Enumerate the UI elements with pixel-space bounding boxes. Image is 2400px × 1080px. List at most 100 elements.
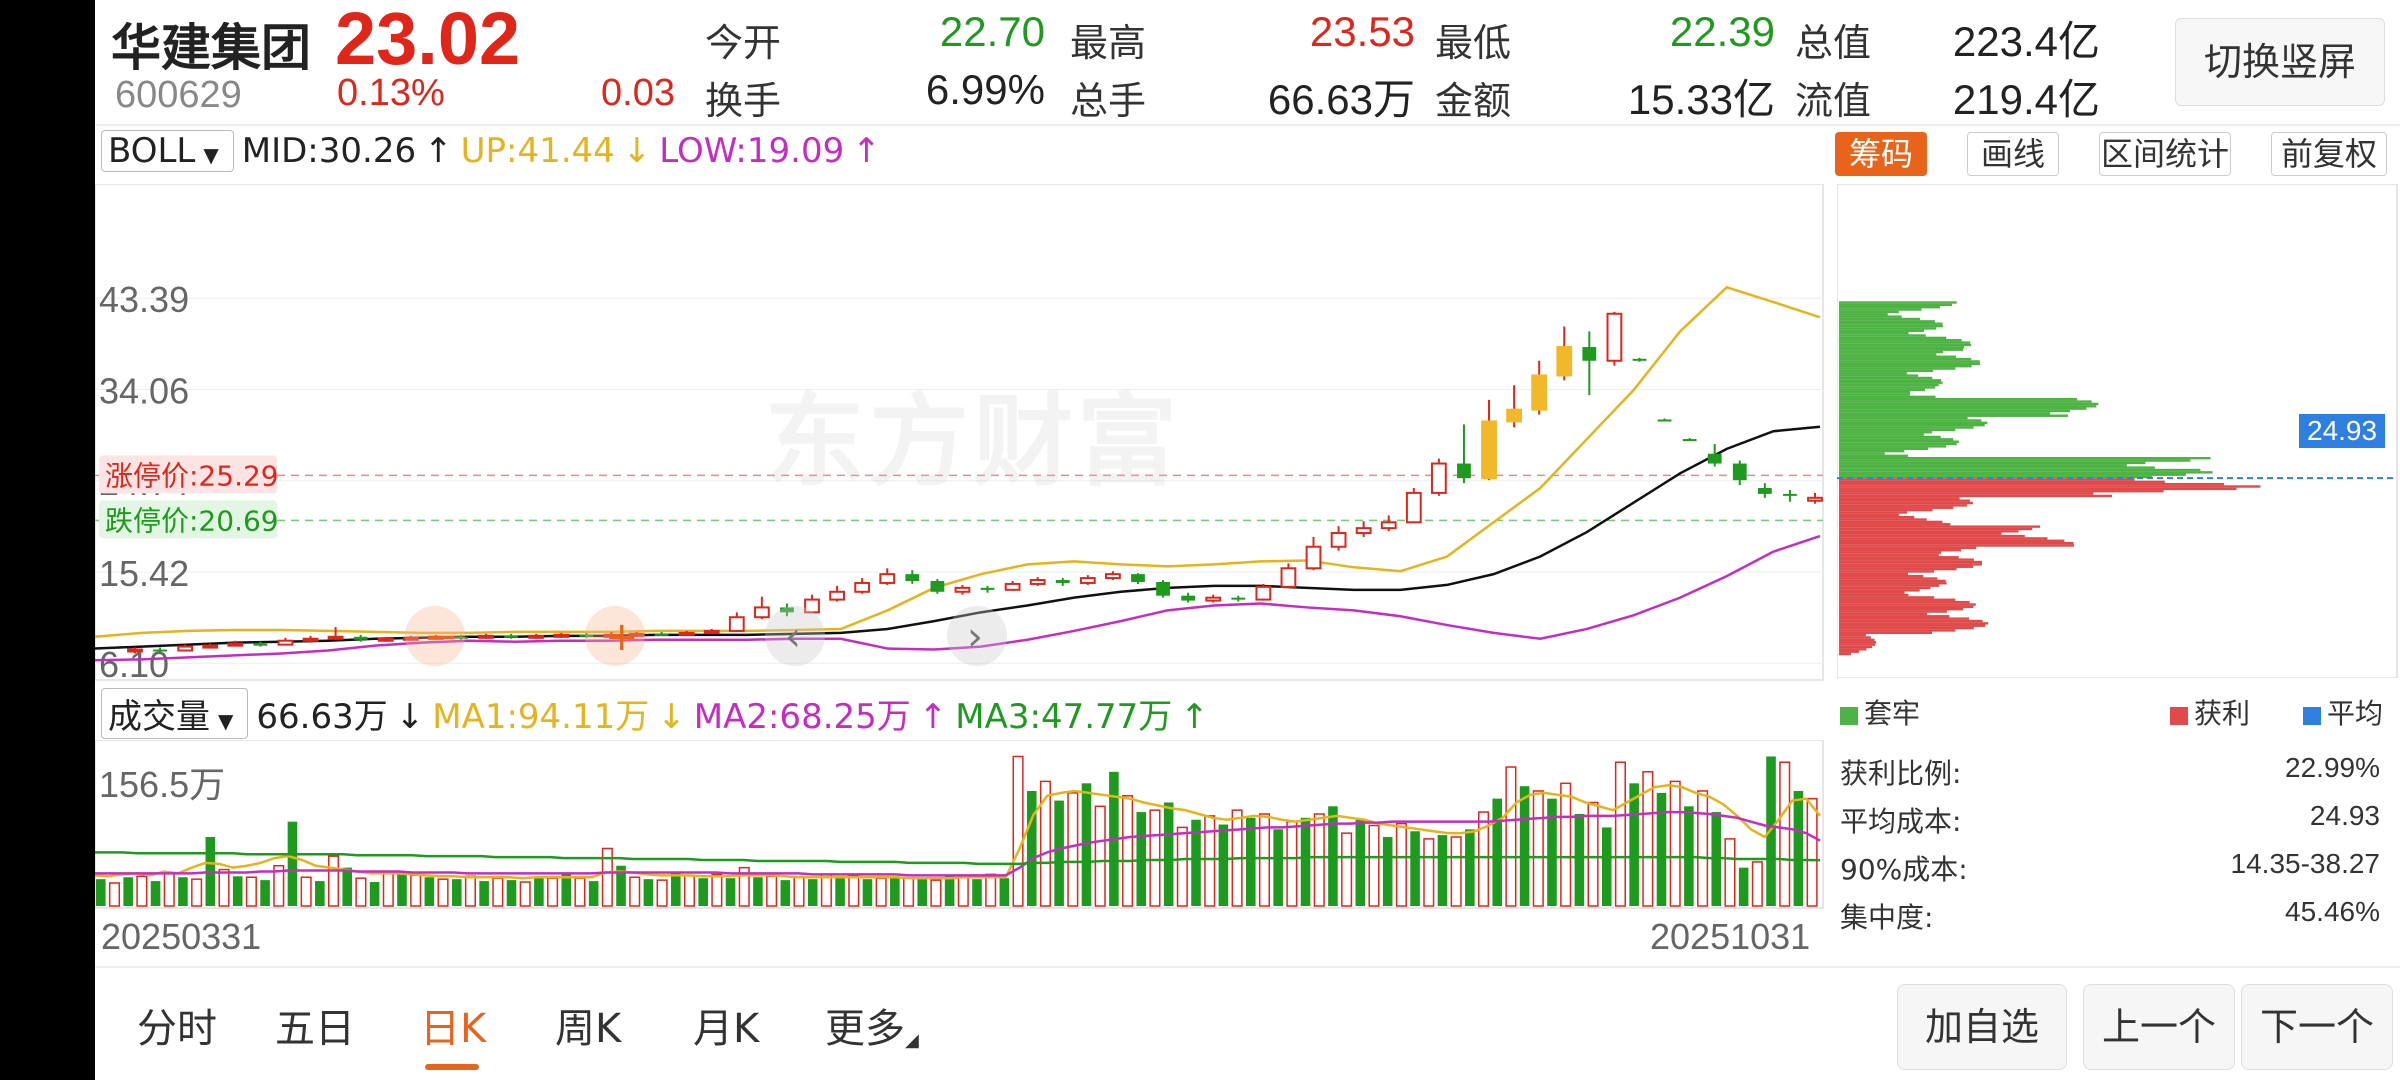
candle (654, 631, 669, 636)
candle (1531, 360, 1548, 415)
chip-bar (1839, 603, 1976, 606)
chip-bar (1839, 402, 2099, 406)
chip-bar (1839, 329, 1925, 332)
chip-bar (1839, 405, 2097, 408)
candle (1156, 580, 1170, 598)
volume-bar (547, 877, 559, 907)
tab-monthly-k[interactable]: 月K (693, 1006, 760, 1052)
add-watchlist-button[interactable]: 加自选 (1897, 984, 2067, 1070)
volume-selector[interactable]: 成交量 ▼ (101, 688, 249, 739)
chip-bar (1839, 567, 1957, 571)
boll-mid: MID:30.26 (241, 131, 417, 171)
candle-body (654, 633, 669, 636)
volume-bar (753, 877, 763, 906)
volume-ma1-line (95, 783, 1821, 880)
candle (1205, 594, 1222, 603)
chip-bar (1839, 466, 2155, 469)
candle-body (377, 637, 394, 642)
chip-bar (1839, 320, 1935, 323)
candle-body (1807, 496, 1823, 502)
start-date: 20250331 (101, 916, 262, 957)
chip-bar (1839, 648, 1867, 651)
tab-weekly-k[interactable]: 周K (555, 1006, 622, 1052)
mktcap-value: 223.4亿 (1952, 18, 2100, 65)
arrow-up-icon: ↑ (852, 131, 881, 171)
volume-bar (1547, 798, 1557, 906)
candle-body (428, 635, 444, 640)
candle-body (1506, 408, 1523, 423)
chip-bar (1839, 523, 1951, 526)
tab-range-stats[interactable]: 区间统计 (2099, 132, 2231, 176)
candle-body (603, 633, 620, 638)
switch-orientation-button[interactable]: 切换竖屏 (2175, 18, 2385, 106)
chip-bar (1839, 631, 1933, 635)
low-value: 22.39 (1669, 8, 1775, 55)
tab-draw-line[interactable]: 画线 (1967, 132, 2059, 176)
candle (1606, 311, 1623, 366)
volume-selector-label: 成交量 (108, 697, 210, 737)
chip-bar (1839, 546, 1977, 550)
legend-trapped-label: 套牢 (1864, 697, 1921, 730)
chip-bar (1839, 591, 1905, 594)
candle (980, 585, 995, 593)
volume-bar (1629, 783, 1639, 906)
candle (753, 596, 770, 620)
volume-bar (820, 873, 832, 907)
candle-body (1330, 532, 1347, 548)
tab-intraday[interactable]: 分时 (137, 1006, 217, 1052)
volume-bar (342, 867, 353, 906)
chip-bar (1839, 315, 1902, 318)
volume-bar (451, 879, 462, 906)
volume-bar (1163, 802, 1174, 906)
candle-body (753, 606, 770, 619)
watermark: 东方财富 (765, 383, 1181, 500)
chip-bar (1839, 305, 1940, 309)
limit-down-badge (99, 500, 277, 539)
candle (127, 647, 143, 654)
chip-bar (1839, 346, 1965, 349)
volume-bar (1313, 813, 1325, 907)
chip-bar (1839, 459, 2191, 462)
volume-bar (902, 877, 915, 907)
chip-bar (1839, 492, 2094, 495)
candle (504, 633, 519, 639)
chip-bar (1839, 520, 1943, 524)
chip-bar (1839, 589, 1920, 592)
next-stock-button[interactable]: 下一个 (2241, 984, 2393, 1070)
candle-body (804, 598, 820, 614)
chip-bar (1839, 447, 1929, 450)
chip-bar (1839, 438, 1954, 441)
chip-bar (1839, 530, 2019, 533)
volume-bar (464, 875, 476, 907)
tab-five-day[interactable]: 五日 (275, 1006, 355, 1052)
scroll-right-icon (947, 606, 1007, 666)
chip-bar (1839, 336, 1947, 340)
chip-bar (1839, 334, 1926, 337)
stat-avg-cost-label: 平均成本: (1840, 805, 1962, 838)
scroll-left-icon-glyph: ‹ (785, 614, 801, 660)
volume-bar (1423, 838, 1435, 907)
chip-bar (1839, 506, 1954, 509)
tab-more[interactable]: 更多◢ (825, 996, 919, 1054)
previous-stock-button[interactable]: 上一个 (2083, 984, 2235, 1070)
candle-body (829, 590, 845, 601)
boll-selector[interactable]: BOLL ▼ (101, 130, 234, 172)
boll-low: LOW:19.09 (659, 131, 845, 171)
tab-daily-k[interactable]: 日K (420, 1006, 487, 1052)
candle-body (553, 633, 570, 638)
candle (1430, 458, 1447, 496)
volume-ma3-line (95, 851, 1821, 866)
chip-bar (1839, 379, 1942, 382)
kline-chart[interactable]: 43.3934.0624.7415.426.10涨停价:25.29跌停价:20.… (95, 184, 1825, 684)
volume-bar (1081, 783, 1092, 906)
tab-chips[interactable]: 筹码 (1835, 132, 1927, 176)
chip-bar (1839, 303, 1953, 307)
volume-bar (629, 876, 641, 907)
volume-bar (957, 876, 969, 907)
volume-bar (1067, 792, 1079, 907)
candle (277, 637, 294, 646)
volume-bar (1246, 817, 1256, 906)
chip-bar (1839, 541, 2074, 545)
tab-forward-adjust[interactable]: 前复权 (2271, 132, 2387, 176)
volume-chart[interactable] (95, 740, 1825, 910)
